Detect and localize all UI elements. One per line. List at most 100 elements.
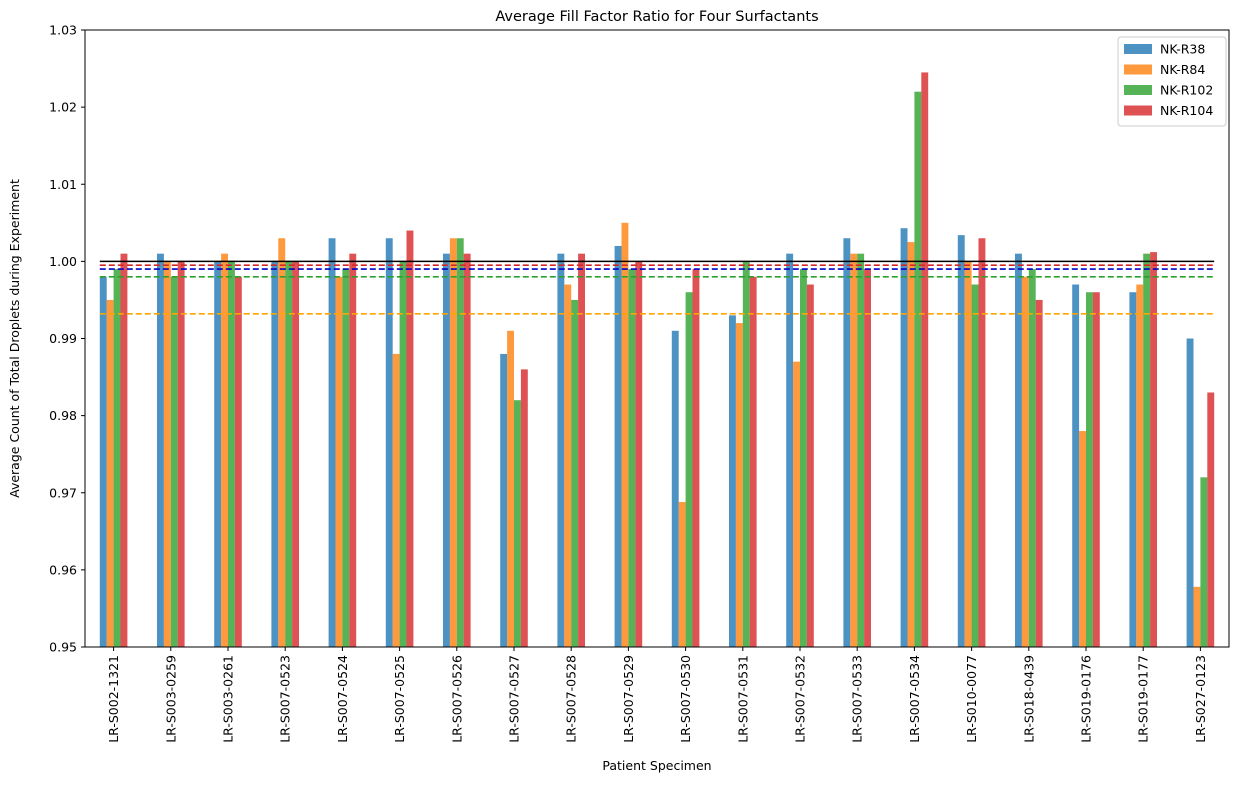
bar-nk-r102-lr-s007-0526 bbox=[456, 238, 464, 648]
plot-frame bbox=[84, 29, 1230, 648]
legend-swatch-nk-r84 bbox=[1124, 64, 1152, 75]
y-tick-label: 1.03 bbox=[49, 23, 77, 38]
bar-nk-r104-lr-s007-0528 bbox=[578, 253, 585, 647]
bar-nk-r84-lr-s003-0259 bbox=[163, 261, 171, 648]
bar-nk-r84-lr-s007-0523 bbox=[278, 238, 286, 648]
bar-nk-r102-lr-s007-0531 bbox=[742, 261, 750, 648]
y-tick-label: 1.00 bbox=[49, 254, 77, 269]
bar-nk-r84-lr-s007-0525 bbox=[392, 353, 400, 647]
bar-nk-r38-lr-s007-0525 bbox=[385, 238, 393, 648]
bar-nk-r38-lr-s027-0123 bbox=[1186, 338, 1194, 647]
bar-nk-r84-lr-s019-0177 bbox=[1136, 284, 1144, 647]
x-tick-label: LR-S002-1321 bbox=[106, 655, 121, 743]
legend-label-nk-r104: NK-R104 bbox=[1160, 103, 1213, 118]
bar-nk-r38-lr-s007-0523 bbox=[271, 261, 279, 648]
bar-nk-r102-lr-s003-0261 bbox=[228, 261, 235, 648]
y-axis: 0.95 0.96 0.97 0.98 0.99 1.00 1.01 1.02 1.03 bbox=[49, 23, 85, 655]
y-tick-label: 0.99 bbox=[49, 331, 77, 346]
y-axis-title: Average Count of Total Droplets during E… bbox=[7, 179, 22, 498]
x-tick-label: LR-S003-0261 bbox=[221, 655, 236, 743]
bar-nk-r38-lr-s007-0533 bbox=[843, 238, 851, 648]
bar-nk-r38-lr-s007-0529 bbox=[614, 245, 622, 647]
x-tick-label: LR-S007-0534 bbox=[907, 655, 922, 743]
y-tick-label: 0.95 bbox=[49, 640, 77, 655]
legend-box bbox=[1117, 36, 1227, 127]
bar-nk-r104-lr-s007-0533 bbox=[864, 269, 871, 647]
bar-nk-r38-lr-s007-0527 bbox=[500, 353, 508, 647]
bar-nk-r102-lr-s007-0534 bbox=[914, 91, 922, 647]
bar-nk-r84-lr-s007-0526 bbox=[449, 238, 457, 648]
x-tick-label: LR-S007-0525 bbox=[392, 655, 407, 743]
bar-nk-r38-lr-s007-0531 bbox=[729, 315, 736, 647]
bar-nk-r102-lr-s007-0527 bbox=[514, 400, 521, 647]
x-tick-label: LR-S007-0533 bbox=[850, 655, 865, 743]
bar-nk-r84-lr-s027-0123 bbox=[1193, 586, 1201, 647]
bar-nk-r102-lr-s002-1321 bbox=[113, 269, 121, 647]
x-tick-label: LR-S007-0527 bbox=[507, 655, 522, 743]
bar-nk-r104-lr-s007-0531 bbox=[749, 276, 757, 647]
bar-nk-r104-lr-s007-0532 bbox=[806, 284, 814, 647]
bar-nk-r104-lr-s027-0123 bbox=[1207, 392, 1215, 647]
bar-nk-r104-lr-s019-0176 bbox=[1092, 292, 1100, 647]
bar-nk-r104-lr-s010-0077 bbox=[978, 238, 986, 648]
bar-nk-r38-lr-s007-0524 bbox=[328, 238, 336, 648]
x-tick-label: LR-S018-0439 bbox=[1021, 655, 1036, 743]
bar-nk-r38-lr-s007-0528 bbox=[557, 253, 565, 647]
x-tick-label: LR-S019-0176 bbox=[1079, 655, 1094, 743]
bar-nk-r84-lr-s018-0439 bbox=[1021, 276, 1029, 647]
bar-nk-r38-lr-s007-0526 bbox=[443, 253, 450, 647]
x-tick-label: LR-S007-0524 bbox=[335, 655, 350, 743]
legend: NK-R38 NK-R84 NK-R102 NK-R104 bbox=[1117, 36, 1227, 127]
x-tick-label: LR-S007-0526 bbox=[449, 655, 464, 743]
x-tick-label: LR-S007-0530 bbox=[678, 655, 693, 743]
x-tick-label: LR-S019-0177 bbox=[1136, 655, 1151, 743]
y-tick-label: 0.98 bbox=[49, 408, 77, 423]
bar-nk-r84-lr-s007-0530 bbox=[678, 502, 686, 647]
x-tick-label: LR-S007-0528 bbox=[564, 655, 579, 743]
legend-label-nk-r38: NK-R38 bbox=[1160, 42, 1205, 57]
bar-nk-r84-lr-s007-0531 bbox=[735, 323, 743, 647]
bar-nk-r102-lr-s007-0533 bbox=[857, 253, 865, 647]
legend-swatch-nk-r102 bbox=[1124, 85, 1152, 95]
bar-nk-r104-lr-s007-0525 bbox=[406, 230, 414, 647]
bar-nk-r84-lr-s019-0176 bbox=[1079, 431, 1086, 647]
x-tick-label: LR-S007-0532 bbox=[793, 655, 808, 743]
bar-nk-r102-lr-s007-0528 bbox=[571, 299, 579, 647]
bar-nk-r102-lr-s007-0525 bbox=[399, 261, 407, 648]
y-tick-label: 1.02 bbox=[49, 100, 77, 115]
legend-label-nk-r84: NK-R84 bbox=[1160, 62, 1205, 77]
x-axis: LR-S002-1321 LR-S003-0259 LR-S003-0261 LR-S… bbox=[106, 647, 1208, 743]
x-tick-label: LR-S007-0531 bbox=[735, 655, 750, 743]
bar-nk-r38-lr-s007-0534 bbox=[900, 228, 908, 647]
bar-nk-r104-lr-s007-0530 bbox=[692, 269, 700, 647]
legend-label-nk-r102: NK-R102 bbox=[1160, 83, 1213, 98]
bar-nk-r84-lr-s007-0528 bbox=[564, 284, 572, 647]
y-tick-label: 0.96 bbox=[49, 562, 77, 577]
x-tick-label: LR-S003-0259 bbox=[163, 655, 178, 743]
bar-nk-r104-lr-s007-0527 bbox=[520, 369, 528, 647]
bar-nk-r102-lr-s019-0177 bbox=[1143, 253, 1151, 647]
bar-nk-r104-lr-s007-0534 bbox=[921, 72, 929, 648]
x-tick-label: LR-S007-0523 bbox=[278, 655, 293, 743]
bar-nk-r104-lr-s019-0177 bbox=[1150, 252, 1157, 647]
bar-nk-r102-lr-s018-0439 bbox=[1028, 269, 1036, 647]
y-tick-label: 1.01 bbox=[49, 177, 77, 192]
bar-nk-r38-lr-s007-0530 bbox=[671, 330, 679, 647]
bar-nk-r84-lr-s007-0529 bbox=[621, 222, 629, 647]
y-tick-label: 0.97 bbox=[49, 485, 77, 500]
bar-nk-r102-lr-s007-0532 bbox=[800, 269, 807, 647]
bar-nk-r104-lr-s002-1321 bbox=[120, 253, 128, 647]
bar-nk-r104-lr-s003-0259 bbox=[177, 261, 185, 648]
x-tick-label: LR-S027-0123 bbox=[1193, 655, 1208, 743]
bar-nk-r102-lr-s027-0123 bbox=[1200, 477, 1208, 647]
bar-nk-r38-lr-s003-0261 bbox=[214, 261, 222, 648]
bar-nk-r104-lr-s007-0526 bbox=[463, 253, 471, 647]
bar-nk-r104-lr-s007-0524 bbox=[349, 253, 357, 647]
bar-nk-r104-lr-s007-0529 bbox=[635, 261, 643, 648]
bar-nk-r104-lr-s018-0439 bbox=[1035, 299, 1043, 647]
x-tick-label: LR-S007-0529 bbox=[621, 655, 636, 743]
legend-swatch-nk-r38 bbox=[1124, 44, 1152, 54]
bar-nk-r84-lr-s002-1321 bbox=[106, 299, 114, 647]
